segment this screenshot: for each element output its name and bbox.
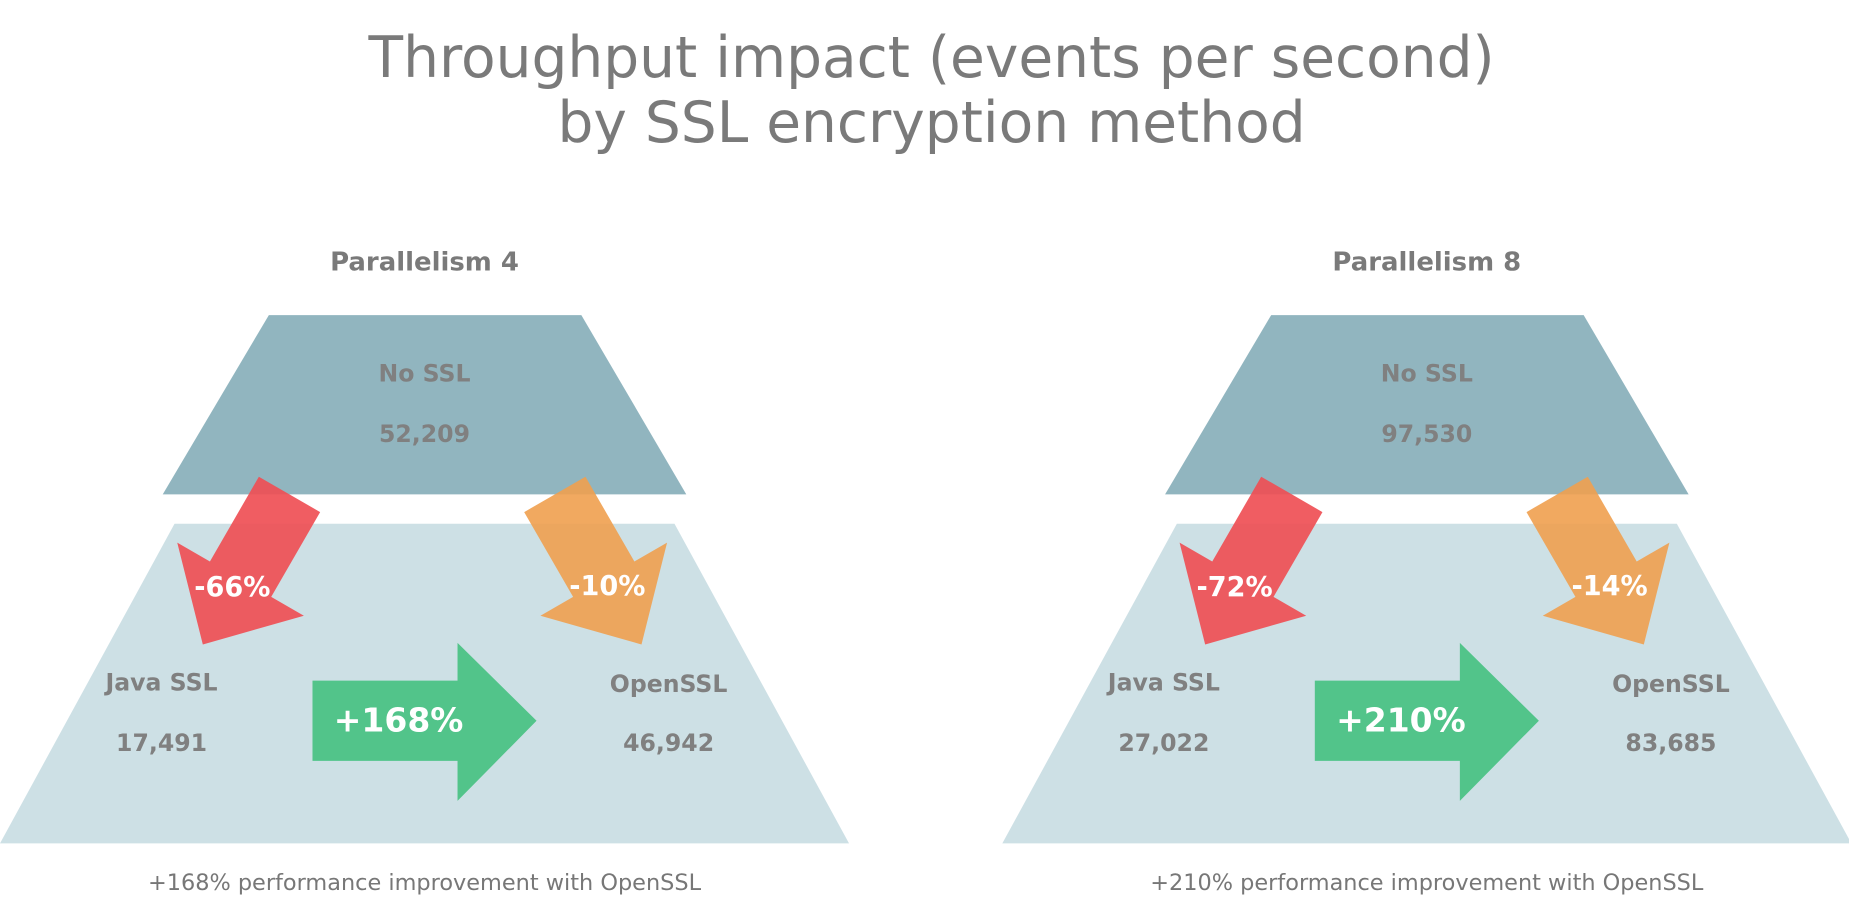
caption: +210% performance improvement with OpenS… (1150, 870, 1704, 896)
node-label: Java SSL (103, 669, 217, 697)
change-label: -10% (569, 571, 645, 602)
node-label: No SSL (378, 360, 470, 388)
improvement-arrow (1314, 642, 1539, 801)
node-value: 83,685 (1625, 729, 1716, 757)
decrease-arrow (1179, 476, 1323, 645)
improvement-label: +168% (334, 700, 464, 739)
panel: Parallelism 4 No SSL 52,209 -66% -10% Java SS… (0, 248, 850, 896)
panel: Parallelism 8 No SSL 97,530 -72% -14% Java SS… (1002, 248, 1849, 896)
change-label: -72% (1197, 572, 1273, 603)
node-value: 52,209 (379, 420, 470, 448)
decrease-arrow (524, 476, 668, 645)
change-label: -14% (1572, 571, 1648, 602)
title-line: Throughput impact (events per second) (368, 25, 1495, 91)
improvement-label: +210% (1336, 700, 1466, 739)
change-label: -66% (194, 572, 270, 603)
top-trapezoid (1165, 315, 1689, 495)
panel-heading: Parallelism 8 (1332, 248, 1521, 278)
top-trapezoid (162, 315, 687, 495)
node-label: OpenSSL (610, 670, 728, 698)
node-value: 27,022 (1118, 729, 1209, 757)
improvement-arrow (312, 642, 537, 801)
panel-heading: Parallelism 4 (330, 248, 519, 278)
node-label: OpenSSL (1612, 670, 1730, 698)
node-value: 46,942 (623, 729, 714, 757)
node-value: 97,530 (1381, 420, 1472, 448)
node-value: 17,491 (116, 729, 207, 757)
decrease-arrow (177, 476, 321, 645)
caption: +168% performance improvement with OpenS… (148, 870, 702, 896)
node-label: Java SSL (1106, 669, 1220, 697)
decrease-arrow (1526, 476, 1670, 645)
title-line: by SSL encryption method (557, 90, 1305, 156)
node-label: No SSL (1381, 360, 1473, 388)
